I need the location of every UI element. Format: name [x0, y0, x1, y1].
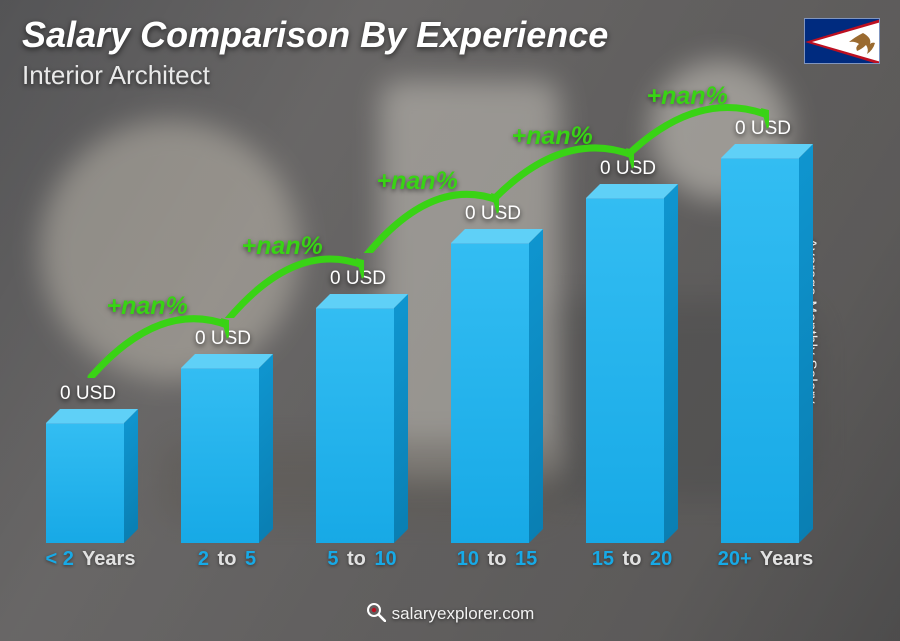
bar-side: [664, 184, 678, 543]
footer-text: salaryexplorer.com: [392, 604, 535, 623]
bar-category-label: 20+ Years: [705, 548, 829, 571]
footer: salaryexplorer.com: [0, 602, 900, 627]
page-subtitle: Interior Architect: [22, 60, 210, 91]
bar-top: [46, 409, 138, 423]
country-flag: [804, 18, 880, 64]
increase-label: +nan%: [107, 292, 188, 321]
bar-front: [586, 198, 664, 543]
bar-value-label: 0 USD: [703, 118, 823, 140]
increase-label: +nan%: [242, 232, 323, 261]
bar-front: [721, 158, 799, 543]
bar-side: [529, 229, 543, 543]
bar-top: [451, 229, 543, 243]
bar-side: [394, 294, 408, 543]
footer-logo-icon: [366, 602, 386, 627]
bar-side: [259, 354, 273, 543]
bar-top: [316, 294, 408, 308]
increase-label: +nan%: [377, 167, 458, 196]
bar-value-label: 0 USD: [28, 383, 148, 405]
bar-front: [181, 368, 259, 543]
bar-top: [721, 144, 813, 158]
bar-front: [451, 243, 529, 543]
bar-category-label: 10 to 15: [435, 548, 559, 571]
bar-front: [46, 423, 124, 543]
bar-top: [586, 184, 678, 198]
bar-category-label: 2 to 5: [165, 548, 289, 571]
page-title: Salary Comparison By Experience: [22, 14, 608, 56]
bar-front: [316, 308, 394, 543]
bar-side: [124, 409, 138, 543]
bar-category-label: 15 to 20: [570, 548, 694, 571]
bar-category-label: 5 to 10: [300, 548, 424, 571]
bar-value-label: 0 USD: [433, 203, 553, 225]
bar-top: [181, 354, 273, 368]
bar-value-label: 0 USD: [163, 328, 283, 350]
bar-chart: 0 USD< 2 Years0 USD2 to 50 USD5 to 100 U…: [36, 101, 846, 571]
bar-category-label: < 2 Years: [30, 548, 154, 571]
bar-value-label: 0 USD: [298, 268, 418, 290]
increase-label: +nan%: [647, 82, 728, 111]
bar-side: [799, 144, 813, 543]
chart-canvas: Salary Comparison By Experience Interior…: [0, 0, 900, 641]
bar-value-label: 0 USD: [568, 158, 688, 180]
increase-label: +nan%: [512, 122, 593, 151]
